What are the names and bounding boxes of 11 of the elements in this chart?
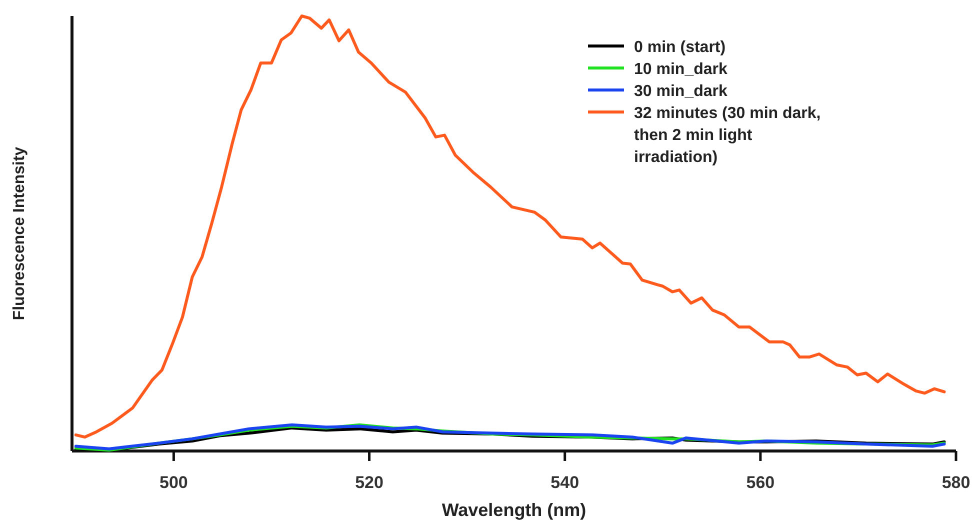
x-axis-title: Wavelength (nm) xyxy=(442,500,586,520)
legend-label: 30 min_dark xyxy=(634,83,728,100)
legend-label: 32 minutes (30 min dark, then 2 min light irradiation) xyxy=(634,105,821,166)
y-axis-title: Fluorescence Intensity xyxy=(11,146,28,320)
x-tick-label: 540 xyxy=(550,472,580,492)
x-tick-label: 560 xyxy=(746,472,775,492)
legend-label: 0 min (start) xyxy=(634,39,726,56)
x-tick-label: 520 xyxy=(355,472,384,492)
x-tick-label: 500 xyxy=(160,472,188,492)
legend-label: 10 min_dark xyxy=(634,61,728,78)
x-tick-label: 580 xyxy=(942,472,970,492)
